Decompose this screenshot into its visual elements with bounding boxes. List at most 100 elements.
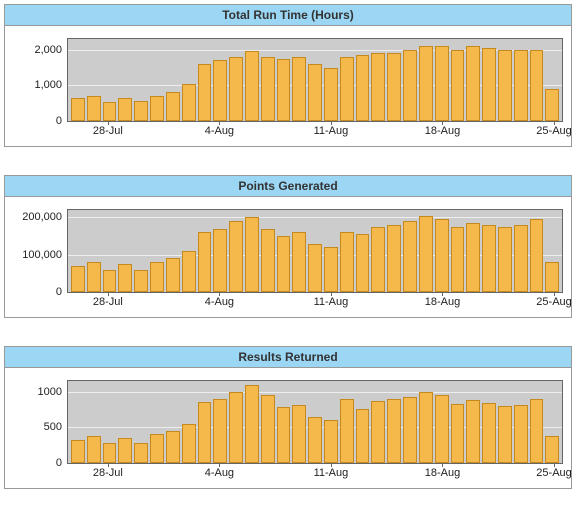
bar xyxy=(198,402,212,463)
bar xyxy=(292,405,306,463)
total-run-time-title: Total Run Time (Hours) xyxy=(5,5,571,26)
points-generated-bars xyxy=(68,210,562,292)
xtick-label: 18-Aug xyxy=(425,467,460,479)
xtick-label: 28-Jul xyxy=(93,467,123,479)
xtick-label: 18-Aug xyxy=(425,296,460,308)
bar xyxy=(292,57,306,121)
bar xyxy=(71,440,85,463)
results-returned-chart: Results Returned 0500100028-Jul4-Aug11-Au… xyxy=(4,346,572,489)
bar xyxy=(229,392,243,463)
bar xyxy=(229,57,243,121)
xtick-label: 25-Aug xyxy=(536,296,571,308)
ytick-label: 500 xyxy=(44,421,62,433)
bar xyxy=(103,443,117,463)
bar xyxy=(308,417,322,463)
bar xyxy=(261,57,275,121)
bar xyxy=(71,98,85,121)
bar xyxy=(482,403,496,463)
bar xyxy=(498,50,512,121)
bar xyxy=(87,262,101,292)
bar xyxy=(277,407,291,463)
bar xyxy=(166,92,180,121)
bar xyxy=(261,395,275,463)
bar xyxy=(498,227,512,292)
bar xyxy=(118,98,132,121)
bar xyxy=(182,84,196,121)
bar xyxy=(277,236,291,292)
points-generated-title: Points Generated xyxy=(5,176,571,197)
bar xyxy=(134,101,148,121)
bar xyxy=(530,219,544,292)
bar xyxy=(419,216,433,292)
bar xyxy=(340,399,354,463)
bar xyxy=(356,234,370,292)
bar xyxy=(498,406,512,463)
bar xyxy=(229,221,243,292)
bar xyxy=(308,64,322,121)
bar xyxy=(308,244,322,292)
bar xyxy=(245,217,259,292)
bar xyxy=(530,399,544,463)
bar xyxy=(371,227,385,292)
bar xyxy=(356,409,370,463)
bar xyxy=(387,399,401,463)
bar xyxy=(545,436,559,463)
bar xyxy=(403,50,417,121)
points-generated-body: 0100,000200,00028-Jul4-Aug11-Aug18-Aug25… xyxy=(5,197,571,317)
bar xyxy=(245,385,259,463)
xtick-label: 11-Aug xyxy=(314,467,349,479)
xtick-label: 18-Aug xyxy=(425,125,460,137)
xtick-label: 25-Aug xyxy=(536,125,571,137)
ytick-label: 0 xyxy=(56,286,62,298)
bar xyxy=(514,405,528,463)
xtick-label: 28-Jul xyxy=(93,296,123,308)
bar xyxy=(150,262,164,292)
bar xyxy=(213,229,227,292)
bar xyxy=(403,397,417,463)
bar xyxy=(466,400,480,463)
bar xyxy=(71,266,85,292)
bar xyxy=(482,48,496,121)
bar xyxy=(387,53,401,121)
bar xyxy=(387,225,401,292)
bar xyxy=(482,225,496,292)
xtick-label: 4-Aug xyxy=(205,467,234,479)
xtick-label: 11-Aug xyxy=(314,125,349,137)
ytick-label: 1000 xyxy=(38,386,62,398)
bar xyxy=(419,392,433,463)
total-run-time-chart: Total Run Time (Hours) 01,0002,00028-Jul4… xyxy=(4,4,572,147)
bar xyxy=(134,270,148,292)
bar xyxy=(118,438,132,463)
bar xyxy=(356,55,370,121)
bar xyxy=(435,395,449,463)
bar xyxy=(435,46,449,121)
bar xyxy=(292,232,306,292)
bar xyxy=(245,51,259,121)
bar xyxy=(451,227,465,292)
bar xyxy=(340,232,354,292)
results-returned-title: Results Returned xyxy=(5,347,571,368)
bar xyxy=(371,53,385,121)
xtick-label: 4-Aug xyxy=(205,296,234,308)
bar xyxy=(261,229,275,292)
results-returned-plot-area: 0500100028-Jul4-Aug11-Aug18-Aug25-Aug xyxy=(67,380,563,464)
bar xyxy=(87,436,101,463)
bar xyxy=(514,225,528,292)
bar xyxy=(514,50,528,121)
total-run-time-plot-area: 01,0002,00028-Jul4-Aug11-Aug18-Aug25-Aug xyxy=(67,38,563,122)
xtick-label: 11-Aug xyxy=(314,296,349,308)
bar xyxy=(134,443,148,463)
results-returned-bars xyxy=(68,381,562,463)
bar xyxy=(419,46,433,121)
bar xyxy=(435,219,449,292)
bar xyxy=(324,420,338,463)
ytick-label: 2,000 xyxy=(34,44,62,56)
bar xyxy=(451,50,465,121)
bar xyxy=(87,96,101,121)
bar xyxy=(213,399,227,463)
points-generated-plot-area: 0100,000200,00028-Jul4-Aug11-Aug18-Aug25… xyxy=(67,209,563,293)
bar xyxy=(182,424,196,463)
bar xyxy=(198,232,212,292)
points-generated-chart: Points Generated 0100,000200,00028-Jul4-A… xyxy=(4,175,572,318)
bar xyxy=(530,50,544,121)
